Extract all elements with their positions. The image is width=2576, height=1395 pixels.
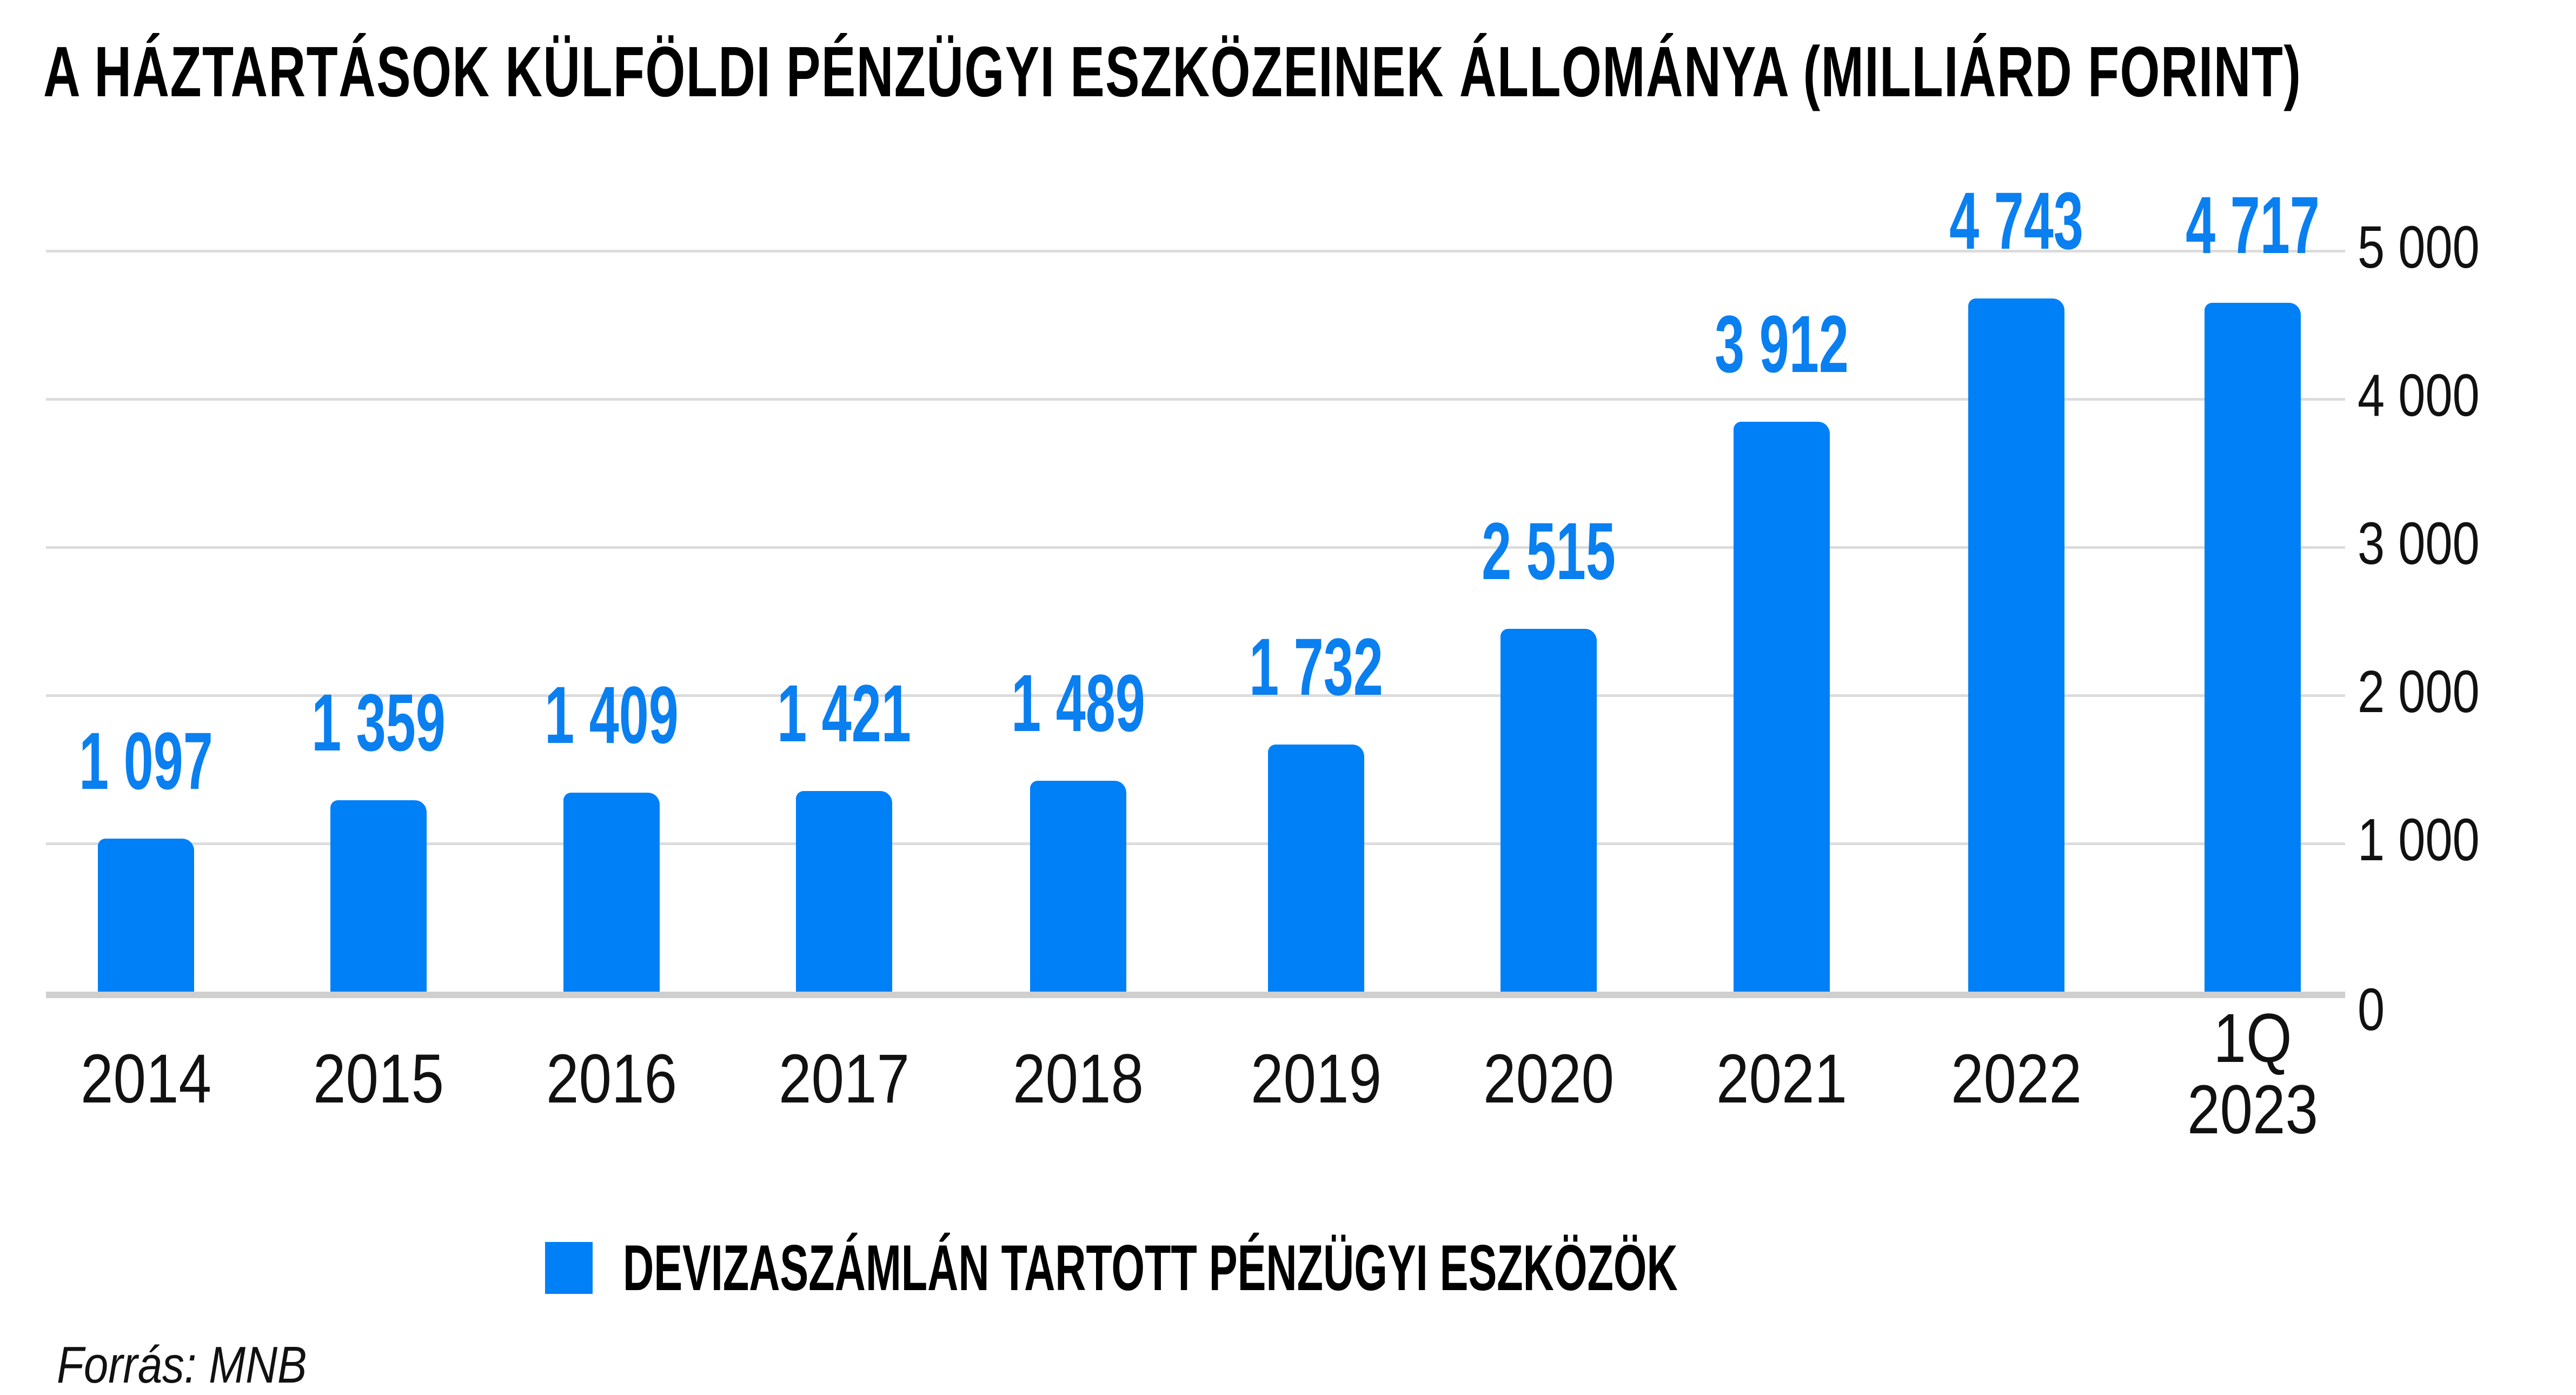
- data-label: 3 912: [1715, 298, 1849, 390]
- y-tick-label: 2 000: [2358, 659, 2480, 725]
- data-label: 2 515: [1482, 505, 1616, 596]
- bar: [563, 792, 660, 992]
- x-tick-label: 2021: [1716, 1040, 1848, 1118]
- bar: [1501, 628, 1597, 992]
- x-tick-label: 2017: [778, 1040, 910, 1118]
- bar: [1268, 745, 1364, 992]
- gridline: [46, 842, 2345, 845]
- gridline: [46, 546, 2345, 549]
- x-tick-label: 2014: [80, 1040, 212, 1118]
- data-label: 1 421: [777, 667, 911, 759]
- x-tick-label: 2015: [313, 1040, 444, 1118]
- legend-label: DEVIZASZÁMLÁN TARTOTT PÉNZÜGYI ESZKÖZÖK: [623, 1232, 1678, 1304]
- chart-title: A HÁZTARTÁSOK KÜLFÖLDI PÉNZÜGYI ESZKÖZEI…: [43, 32, 2302, 111]
- x-tick-label: 2020: [1483, 1040, 1615, 1118]
- x-tick-label: 2019: [1250, 1040, 1382, 1118]
- gridline: [46, 398, 2345, 401]
- bar: [330, 800, 427, 992]
- data-label: 1 097: [79, 715, 213, 807]
- x-tick-label: 2016: [546, 1040, 678, 1118]
- y-tick-label: 0: [2358, 976, 2385, 1043]
- x-axis-baseline: [46, 992, 2345, 998]
- bar: [796, 790, 892, 992]
- x-tick-label: 2022: [1950, 1040, 2082, 1118]
- y-tick-label: 4 000: [2358, 362, 2480, 429]
- bar: [1968, 298, 2064, 992]
- legend-swatch-icon: [545, 1242, 593, 1294]
- source-note: Forrás: MNB: [57, 1336, 307, 1394]
- data-label: 1 359: [311, 676, 446, 768]
- gridline: [46, 250, 2345, 253]
- y-tick-label: 1 000: [2358, 807, 2480, 873]
- bar: [2205, 302, 2301, 992]
- data-label: 4 743: [1949, 175, 2083, 267]
- data-label: 1 732: [1249, 621, 1383, 713]
- bar: [98, 839, 194, 992]
- x-tick-label: 1Q 2023: [2187, 1000, 2319, 1148]
- data-label: 1 409: [545, 669, 679, 760]
- plot-area: [46, 250, 2345, 998]
- data-label: 4 717: [2186, 179, 2320, 270]
- bar: [1734, 422, 1830, 992]
- y-tick-label: 5 000: [2358, 214, 2480, 281]
- x-tick-label: 2018: [1012, 1040, 1144, 1118]
- gridline: [46, 694, 2345, 697]
- legend: DEVIZASZÁMLÁN TARTOTT PÉNZÜGYI ESZKÖZÖK: [545, 1232, 2221, 1304]
- data-label: 1 489: [1011, 657, 1145, 748]
- bar: [1030, 781, 1126, 992]
- y-tick-label: 3 000: [2358, 510, 2480, 577]
